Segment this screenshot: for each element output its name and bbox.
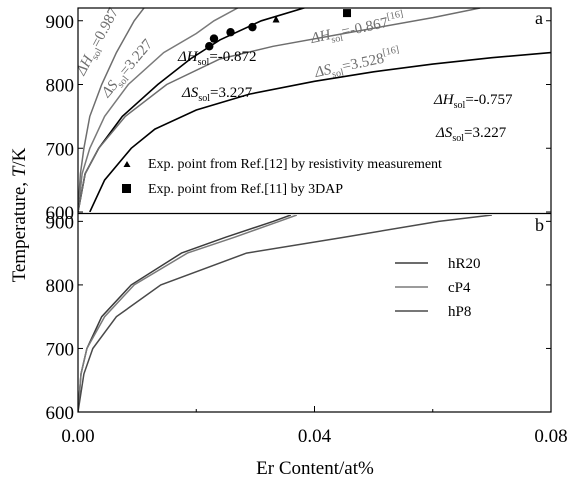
y-axis-title: Temperature, T/K: [9, 147, 30, 282]
x-axis-title: Er Content/at%: [256, 458, 374, 479]
panel-label-b: b: [535, 215, 544, 235]
legend-text: Exp. point from Ref.[12] by resistivity …: [148, 157, 442, 172]
legend-text: hP8: [448, 304, 471, 320]
annotation-dH: ΔHsol=-0.867[16]: [308, 9, 407, 51]
series-line-b-1: [78, 215, 292, 412]
legend-text: hR20: [448, 256, 481, 272]
series-line-a-2: [78, 8, 240, 212]
y-tick-label: 900: [46, 212, 75, 233]
panel-b: 600 700 800 900 b hR20 cP4 hP8 0.00 0.04 0.08: [46, 212, 568, 447]
x-tick-label: 0.00: [61, 426, 94, 447]
frame: [77, 7, 552, 413]
annotation-dS: ΔSsol=3.227: [435, 125, 507, 144]
exp-point-square: [343, 9, 352, 18]
series-line-b-3: [78, 215, 492, 412]
panel-b-curves: [78, 215, 492, 412]
y-tick-label: 600: [46, 203, 75, 224]
y-tick-label: 800: [46, 276, 75, 297]
annotation-dS: ΔSsol=3.227: [98, 36, 159, 103]
y-tick-label: 800: [46, 76, 75, 97]
legend-marker-square: [122, 184, 131, 193]
annotation-dS: ΔSsol=3.528[16]: [312, 44, 403, 84]
exp-point-circle: [248, 22, 257, 32]
annotation-dH: ΔHsol=-0.872: [177, 49, 257, 68]
y-tick-label: 700: [46, 339, 75, 360]
panel-label-a: a: [535, 8, 543, 28]
annotation-dH: ΔHsol=-0.757: [433, 92, 513, 111]
legend-text: Exp. point from Ref.[11] by 3DAP: [148, 182, 343, 197]
legend-text: cP4: [448, 280, 471, 296]
legend-marker-triangle: [123, 161, 131, 167]
series-line-a-5: [89, 51, 551, 212]
series-line-a-1: [78, 8, 145, 212]
x-tick-label: 0.04: [298, 426, 332, 447]
series-line-b-2: [78, 215, 298, 412]
exp-point-circle: [205, 42, 214, 51]
y-tick-label: 600: [46, 403, 75, 424]
exp-point-circle: [226, 28, 235, 37]
panel-a-curves: [78, 8, 551, 212]
y-tick-label: 700: [46, 139, 75, 160]
exp-point-triangle: [272, 15, 280, 23]
x-tick-label: 0.08: [534, 426, 567, 447]
exp-point-circle: [209, 34, 219, 43]
series-line-a-4: [78, 8, 481, 212]
y-tick-label: 900: [46, 12, 75, 33]
annotation-dS: ΔSsol=3.227: [181, 85, 253, 104]
plot-border: [77, 7, 552, 413]
series-line-a-3: [78, 8, 307, 212]
